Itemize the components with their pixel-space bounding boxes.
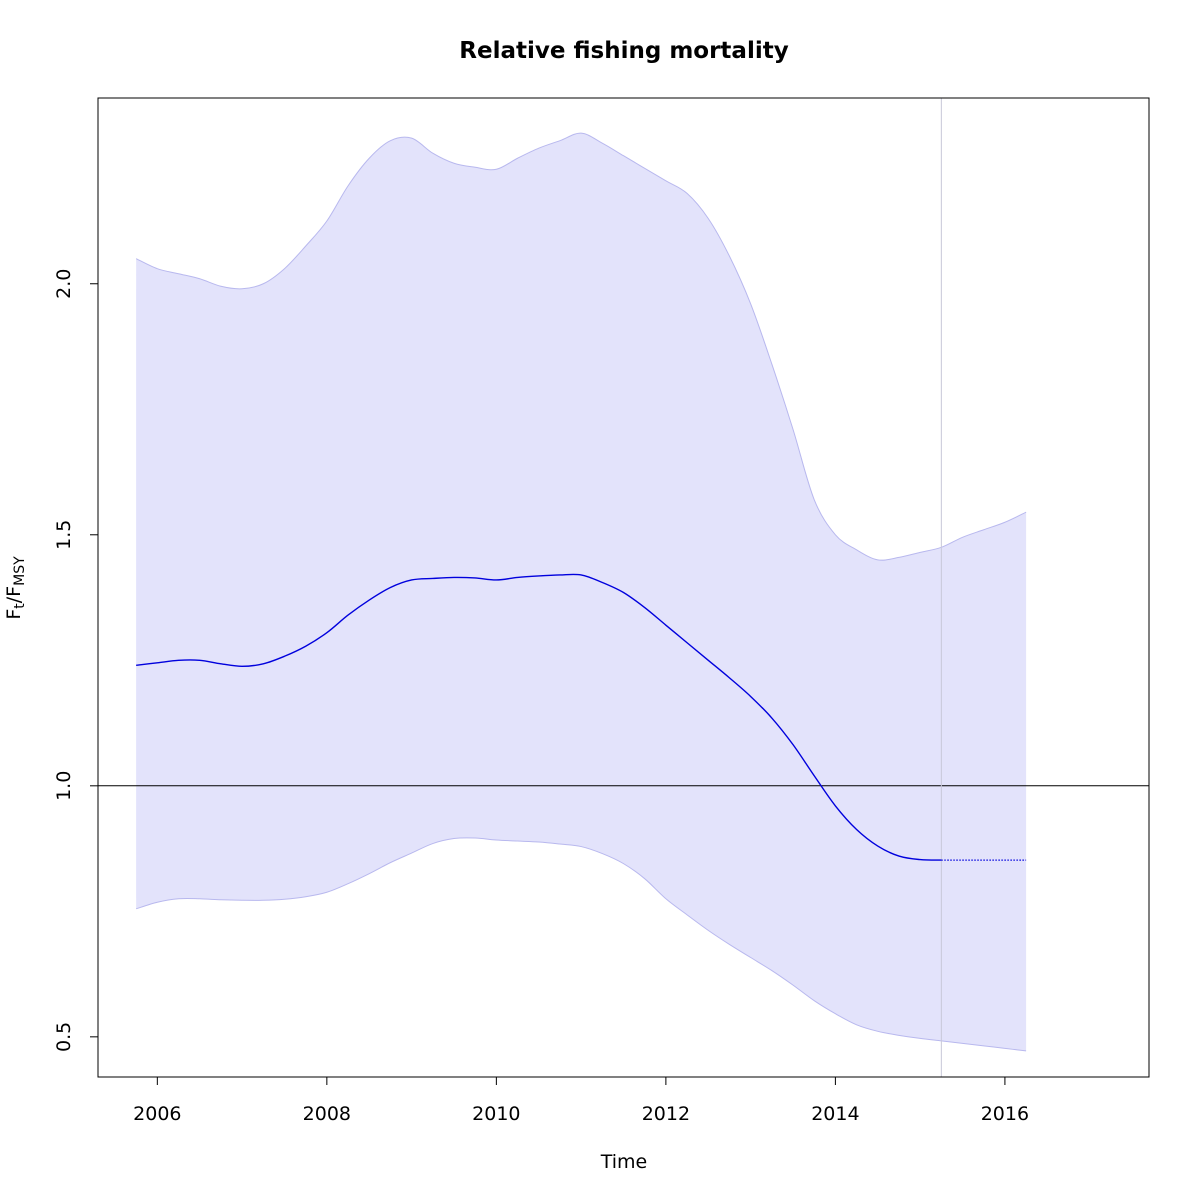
x-tick-label: 2012 [642,1103,690,1125]
plot-area [98,98,1149,1077]
x-tick-label: 2010 [472,1103,520,1125]
upper-bound-line [135,132,1027,561]
x-axis-title: Time [600,1151,648,1173]
x-tick-label: 2014 [811,1103,859,1125]
estimate-line [136,573,942,861]
y-tick-label: 2.0 [53,269,75,299]
y-tick-label: 0.5 [53,1022,75,1052]
y-axis-title: Ft/FMSY [3,556,28,620]
confidence-band [136,133,1027,1051]
plot-frame [97,97,1150,1078]
x-tick-label: 2006 [133,1103,181,1125]
y-axis: 0.5 1.0 1.5 2.0 [53,269,98,1052]
chart-title: Relative fishing mortality [459,38,788,64]
y-tick-label: 1.0 [53,771,75,801]
y-tick-label: 1.5 [53,520,75,550]
x-tick-label: 2008 [303,1103,351,1125]
x-tick-label: 2016 [981,1103,1029,1125]
x-axis: 2006 2008 2010 2012 2014 2016 [133,1077,1029,1125]
lower-bound-line [135,837,1027,1052]
